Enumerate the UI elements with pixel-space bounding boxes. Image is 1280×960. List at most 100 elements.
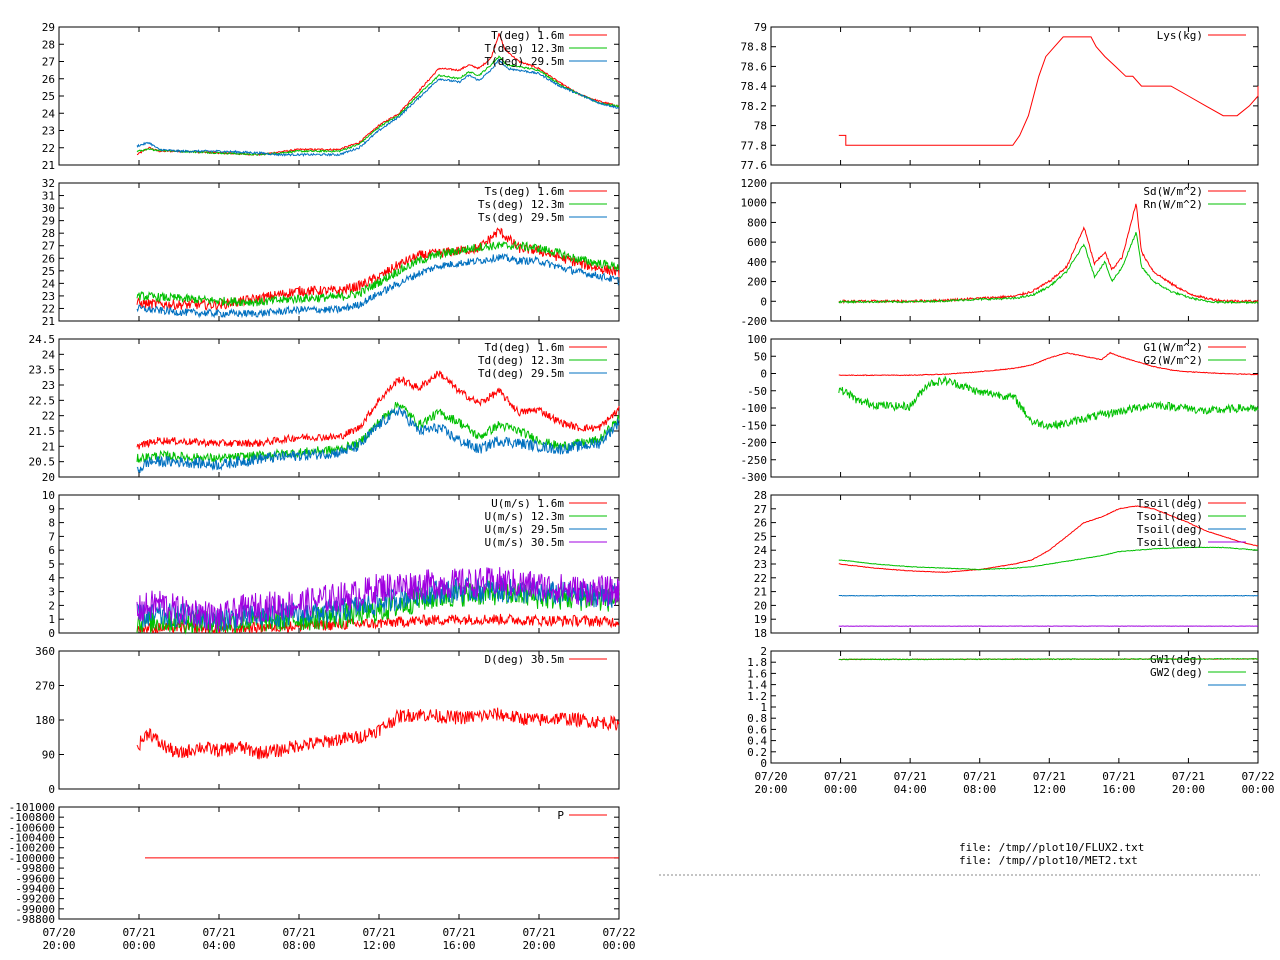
legend-label: Td(deg) 29.5m: [478, 367, 564, 380]
x-tick-label: 20:00: [1172, 783, 1205, 796]
series-line: [136, 401, 620, 464]
series-line: [838, 594, 1259, 597]
legend-label: Td(deg) 12.3m: [478, 354, 564, 367]
ground-flux-panel: -300 -250 -200 -150 -100 -50 0 50 100 G1(W/m^2)G2…: [741, 333, 1259, 484]
y-tick-label: -99600: [15, 872, 55, 885]
y-tick-label: 26: [42, 73, 55, 86]
y-tick-label: 27: [42, 240, 55, 253]
y-tick-label: 0: [48, 627, 55, 640]
file-info: file: /tmp//plot10/FLUX2.txt file: /tmp/…: [959, 841, 1144, 867]
y-tick-label: 32: [42, 177, 55, 190]
y-tick-label: 10: [42, 489, 55, 502]
x-tick-label: 07/21: [1033, 770, 1066, 783]
y-tick-label: 0.8: [747, 712, 767, 725]
y-tick-label: 20: [42, 471, 55, 484]
x-tick-label: 04:00: [894, 783, 927, 796]
series-line: [136, 370, 620, 450]
wind-direction-frame: [58, 650, 620, 790]
y-tick-label: 22: [754, 572, 767, 585]
x-tick-label: 08:00: [282, 939, 315, 952]
y-tick-label: 24: [754, 544, 768, 557]
legend-label: G2(W/m^2): [1143, 354, 1203, 367]
series-line: [838, 657, 1258, 661]
x-tick-label: 07/22: [1241, 770, 1274, 783]
y-tick-label: -150: [741, 419, 768, 432]
legend-label: Tsoil(deg): [1137, 510, 1203, 523]
y-tick-label: -100000: [9, 852, 55, 865]
y-tick-label: 360: [35, 645, 55, 658]
y-tick-label: 22: [42, 410, 55, 423]
series-line: [136, 55, 620, 156]
file-line-flux: file: /tmp//plot10/FLUX2.txt: [959, 841, 1145, 854]
y-tick-label: 0: [760, 295, 767, 308]
y-tick-label: 23: [42, 290, 55, 303]
y-tick-label: -300: [741, 471, 768, 484]
y-tick-label: 78.6: [741, 60, 768, 73]
series-line: [838, 232, 1259, 305]
y-tick-label: 25: [42, 90, 55, 103]
y-tick-label: 18: [754, 627, 767, 640]
y-tick-label: 25: [754, 530, 767, 543]
y-tick-label: -98800: [15, 913, 55, 926]
y-tick-label: 78.8: [741, 41, 768, 54]
load-panel: 77.6 77.8 78 78.2 78.4 78.6 78.8 79 Lys(kg): [741, 21, 1259, 172]
surface-temperature-frame: [58, 182, 620, 322]
y-tick-label: 78.2: [741, 100, 768, 113]
y-tick-label: 1: [48, 613, 55, 626]
series-line: [136, 406, 620, 474]
y-tick-label: 1.4: [747, 679, 767, 692]
series-line: [838, 546, 1258, 571]
x-tick-label: 07/21: [442, 926, 475, 939]
y-tick-label: 29: [42, 215, 55, 228]
legend-label: Ts(deg) 29.5m: [478, 211, 564, 224]
x-tick-label: 16:00: [1102, 783, 1135, 796]
legend-label: Tsoil(deg): [1137, 523, 1203, 536]
y-tick-label: 30: [42, 202, 55, 215]
y-tick-label: 270: [35, 680, 55, 693]
y-tick-label: 4: [48, 572, 55, 585]
series-line: [136, 252, 620, 319]
x-tick-label: 07/21: [1172, 770, 1205, 783]
x-tick-label: 07/20: [754, 770, 787, 783]
y-tick-label: 20: [754, 599, 767, 612]
y-tick-label: 77.8: [741, 139, 768, 152]
legend-label: Ts(deg) 1.6m: [485, 185, 565, 198]
y-tick-label: 78.4: [741, 80, 768, 93]
y-tick-label: -100: [741, 402, 768, 415]
y-tick-label: -99200: [15, 893, 55, 906]
legend-label: P: [557, 809, 564, 822]
y-tick-label: 23.5: [29, 364, 56, 377]
x-tick-label: 07/21: [282, 926, 315, 939]
legend-label: U(m/s) 30.5m: [485, 536, 565, 549]
pressure-frame: [58, 806, 620, 920]
x-tick-label: 12:00: [362, 939, 395, 952]
x-tick-label: 20:00: [522, 939, 555, 952]
y-tick-label: -100400: [9, 832, 55, 845]
legend-label: Tsoil(deg): [1137, 497, 1203, 510]
series-line: [838, 351, 1259, 377]
y-tick-label: -100200: [9, 842, 55, 855]
y-tick-label: 0.2: [747, 746, 767, 759]
legend-label: D(deg) 30.5m: [485, 653, 565, 666]
y-tick-label: 27: [42, 56, 55, 69]
y-tick-label: 0.4: [747, 735, 767, 748]
x-tick-label: 07/21: [122, 926, 155, 939]
y-tick-label: 0: [760, 368, 767, 381]
series-line: [136, 58, 619, 157]
y-tick-label: 400: [747, 256, 767, 269]
y-tick-label: -99000: [15, 903, 55, 916]
y-tick-label: 28: [754, 489, 767, 502]
y-tick-label: 24.5: [29, 333, 56, 346]
y-tick-label: 19: [754, 613, 767, 626]
y-tick-label: 27: [754, 503, 767, 516]
y-tick-label: 21: [42, 159, 55, 172]
legend-label: G1(W/m^2): [1143, 341, 1203, 354]
y-tick-label: 21: [42, 315, 55, 328]
x-tick-label: 07/22: [602, 926, 635, 939]
x-tick-label: 00:00: [602, 939, 635, 952]
y-tick-label: 26: [42, 252, 55, 265]
y-tick-label: 1: [760, 701, 767, 714]
y-tick-label: -50: [747, 385, 767, 398]
y-tick-label: 180: [35, 714, 55, 727]
